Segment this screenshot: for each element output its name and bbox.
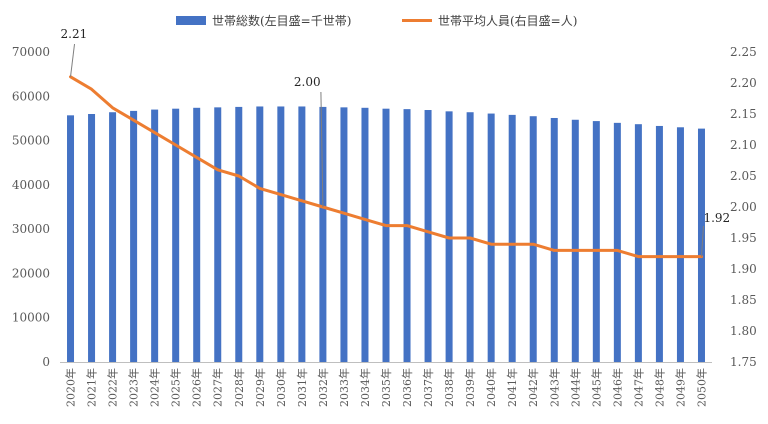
- bar-households: [550, 117, 558, 362]
- bar-households: [382, 108, 390, 362]
- y-left-tick-label: 50000: [12, 134, 50, 148]
- legend-label-households: 世帯総数(左目盛=千世帯): [212, 13, 351, 28]
- x-tick-label: 2038年: [442, 368, 456, 407]
- x-tick-label: 2043年: [547, 368, 561, 407]
- y-right-tick-label: 1.90: [730, 262, 757, 276]
- bar-households: [298, 106, 306, 362]
- x-tick-label: 2048年: [652, 368, 666, 407]
- y-right-tick-label: 2.05: [730, 169, 757, 183]
- annotation-leader-line: [700, 225, 704, 257]
- bar-households: [130, 110, 138, 363]
- bar-households: [277, 106, 285, 362]
- bar-households: [697, 128, 705, 362]
- bar-households: [235, 106, 243, 363]
- x-tick-label: 2036年: [400, 368, 414, 407]
- y-right-tick-label: 2.10: [730, 138, 757, 152]
- x-tick-label: 2045年: [589, 368, 603, 407]
- x-tick-label: 2026年: [190, 368, 204, 407]
- y-right-tick-label: 2.15: [730, 107, 757, 121]
- y-right-tick-label: 2.00: [730, 200, 757, 214]
- x-tick-label: 2027年: [211, 368, 225, 407]
- y-right-tick-label: 1.85: [730, 293, 757, 307]
- x-tick-label: 2033年: [337, 368, 351, 407]
- x-tick-label: 2021年: [85, 368, 99, 407]
- bar-households: [361, 107, 369, 362]
- bar-households: [508, 114, 516, 362]
- bar-households: [214, 107, 222, 362]
- y-right-tick-label: 2.25: [730, 45, 757, 59]
- average-persons-line: [69, 75, 703, 259]
- bar-households: [256, 106, 264, 362]
- x-tick-label: 2044年: [568, 368, 582, 407]
- x-tick-label: 2042年: [526, 368, 540, 407]
- y-right-tick-label: 1.80: [730, 324, 757, 338]
- y-left-tick-label: 0: [42, 355, 50, 369]
- annotation-leader-line: [70, 43, 76, 77]
- x-tick-label: 2037年: [421, 368, 435, 407]
- bar-households: [403, 109, 411, 362]
- bar-households: [592, 121, 600, 362]
- bar-households: [151, 109, 159, 362]
- y-left-tick-label: 30000: [12, 222, 50, 236]
- bar-households: [319, 106, 327, 363]
- bar-households: [571, 119, 579, 362]
- bar-households: [172, 108, 180, 362]
- bar-households: [424, 110, 432, 362]
- y-left-tick-label: 70000: [12, 45, 50, 59]
- annotations: 2.21 2.00 1.92: [61, 27, 730, 257]
- annotation-label: 2.21: [61, 27, 88, 41]
- y-right-tick-label: 2.20: [730, 76, 757, 90]
- average-line-layer: [69, 75, 703, 259]
- y-right-tick-label: 1.95: [730, 231, 757, 245]
- x-tick-label: 2049年: [673, 368, 687, 407]
- bar-households: [655, 125, 663, 362]
- annotation-leader-line: [320, 91, 324, 208]
- bar-households: [634, 124, 642, 362]
- x-tick-label: 2022年: [106, 368, 120, 407]
- bar-households: [67, 115, 75, 362]
- legend-label-average: 世帯平均人員(右目盛=人): [438, 13, 577, 28]
- x-tick-label: 2035年: [379, 368, 393, 407]
- bar-households: [676, 127, 684, 363]
- bar-households: [193, 107, 201, 362]
- bar-households: [529, 116, 537, 362]
- bar-households: [109, 112, 117, 362]
- x-tick-label: 2030年: [274, 368, 288, 407]
- x-tick-label: 2050年: [694, 368, 708, 407]
- x-tick-label: 2020年: [64, 368, 78, 407]
- bar-households: [613, 122, 621, 362]
- bar-households: [340, 107, 348, 362]
- x-tick-label: 2024年: [148, 368, 162, 407]
- x-tick-label: 2034年: [358, 368, 372, 407]
- axes: 0 10000 20000 30000 40000 50000 60000 70000 1.75…: [12, 45, 757, 407]
- y-left-tick-label: 20000: [12, 266, 50, 280]
- bars: [67, 106, 705, 363]
- bar-households: [487, 113, 495, 362]
- x-tick-label: 2046年: [610, 368, 624, 407]
- x-tick-label: 2025年: [169, 368, 183, 407]
- y-left-tick-label: 40000: [12, 178, 50, 192]
- y-left-tick-label: 60000: [12, 89, 50, 103]
- x-tick-label: 2031年: [295, 368, 309, 407]
- x-tick-label: 2039年: [463, 368, 477, 407]
- bar-households: [88, 114, 96, 362]
- x-tick-label: 2028年: [232, 368, 246, 407]
- x-tick-label: 2032年: [316, 368, 330, 407]
- x-tick-label: 2023年: [127, 368, 141, 407]
- x-tick-label: 2040年: [484, 368, 498, 407]
- x-tick-label: 2029年: [253, 368, 267, 407]
- annotation-label: 2.00: [294, 75, 321, 89]
- x-tick-label: 2041年: [505, 368, 519, 407]
- legend-swatch-households: [176, 16, 206, 25]
- annotation-label: 1.92: [703, 211, 730, 225]
- x-tick-label: 2047年: [631, 368, 645, 407]
- legend: 世帯総数(左目盛=千世帯) 世帯平均人員(右目盛=人): [176, 13, 577, 28]
- y-right-tick-label: 1.75: [730, 355, 757, 369]
- y-left-tick-label: 10000: [12, 311, 50, 325]
